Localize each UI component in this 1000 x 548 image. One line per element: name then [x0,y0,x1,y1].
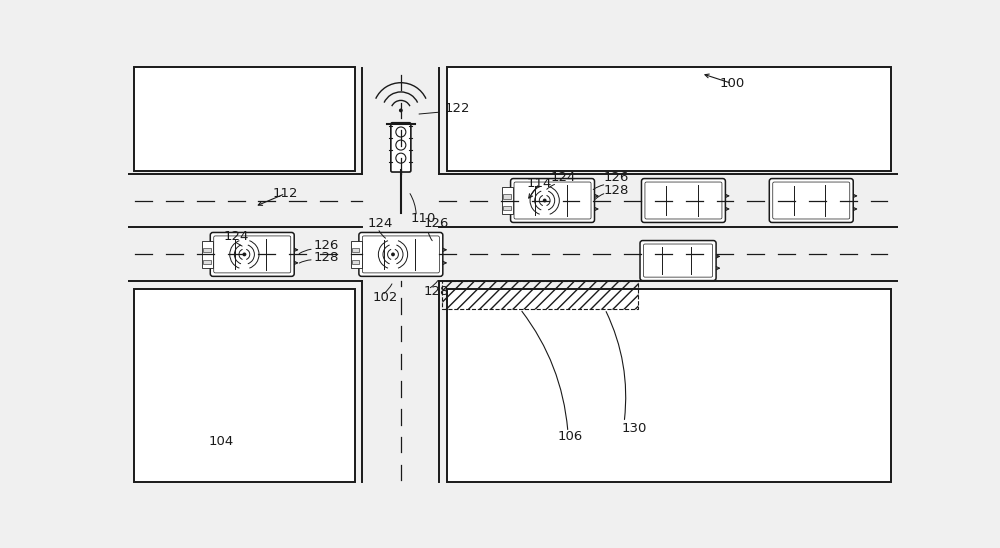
Text: 128: 128 [424,285,449,298]
FancyBboxPatch shape [640,241,716,281]
Bar [352,260,359,264]
FancyBboxPatch shape [210,232,294,276]
Text: 124: 124 [224,230,249,243]
Circle shape [396,153,406,163]
Text: 100: 100 [719,77,745,90]
Bar [203,248,211,253]
Text: 126: 126 [424,218,449,231]
Bar [134,289,355,482]
Bar [134,67,355,171]
FancyBboxPatch shape [391,123,411,172]
Text: 122: 122 [445,102,470,115]
Text: 110: 110 [411,212,436,225]
Text: 124: 124 [368,218,393,231]
Text: 104: 104 [208,435,234,448]
Text: 112: 112 [273,187,298,200]
Bar [203,260,211,264]
Circle shape [391,253,395,256]
Bar [202,241,213,268]
Text: 128: 128 [603,184,629,197]
Text: 114: 114 [527,177,552,190]
Text: 102: 102 [372,292,398,304]
Bar [503,206,511,210]
Bar [447,67,891,171]
Bar [447,289,891,482]
Bar [442,281,638,309]
Circle shape [242,253,246,256]
Bar [503,195,511,198]
FancyBboxPatch shape [359,232,443,276]
Bar [352,248,359,253]
Bar [502,187,513,214]
Circle shape [399,109,403,112]
Text: 126: 126 [314,239,339,252]
Text: 106: 106 [557,430,582,443]
Text: 128: 128 [314,250,339,264]
Text: 130: 130 [622,423,647,435]
FancyBboxPatch shape [769,179,853,222]
Circle shape [396,127,406,137]
FancyBboxPatch shape [511,179,595,222]
Text: 126: 126 [603,172,629,184]
Bar [351,241,362,268]
Circle shape [543,198,547,202]
FancyBboxPatch shape [641,179,725,222]
Text: 124: 124 [551,172,576,184]
Circle shape [396,140,406,150]
